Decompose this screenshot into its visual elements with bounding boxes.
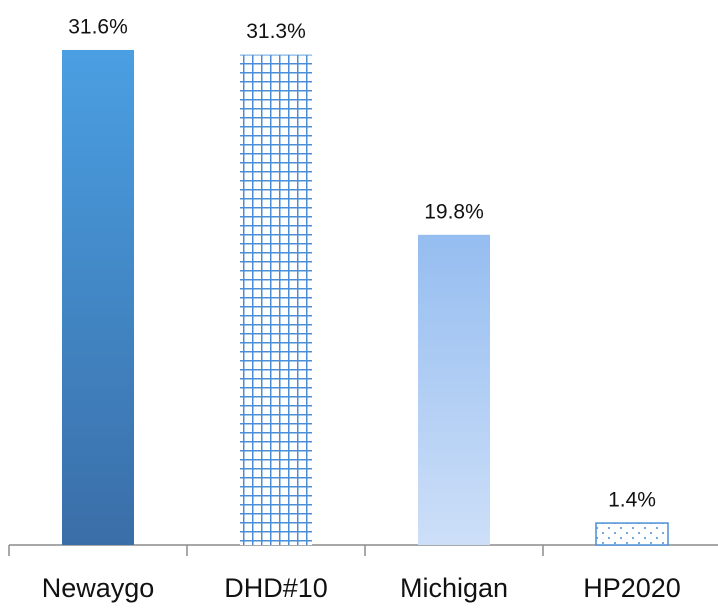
value-label: 1.4% [608, 489, 656, 512]
x-axis [8, 544, 718, 556]
value-label: 31.6% [68, 16, 128, 39]
value-label: 19.8% [424, 200, 484, 223]
bar [240, 54, 312, 546]
x-tick-label: Newaygo [42, 573, 155, 603]
value-label: 31.3% [246, 20, 306, 43]
x-tick-label: DHD#10 [224, 573, 328, 603]
bar [62, 49, 134, 546]
bar [595, 522, 669, 546]
x-tick-label: HP2020 [583, 573, 681, 603]
bar [418, 234, 490, 545]
x-tick-label: Michigan [400, 573, 508, 603]
